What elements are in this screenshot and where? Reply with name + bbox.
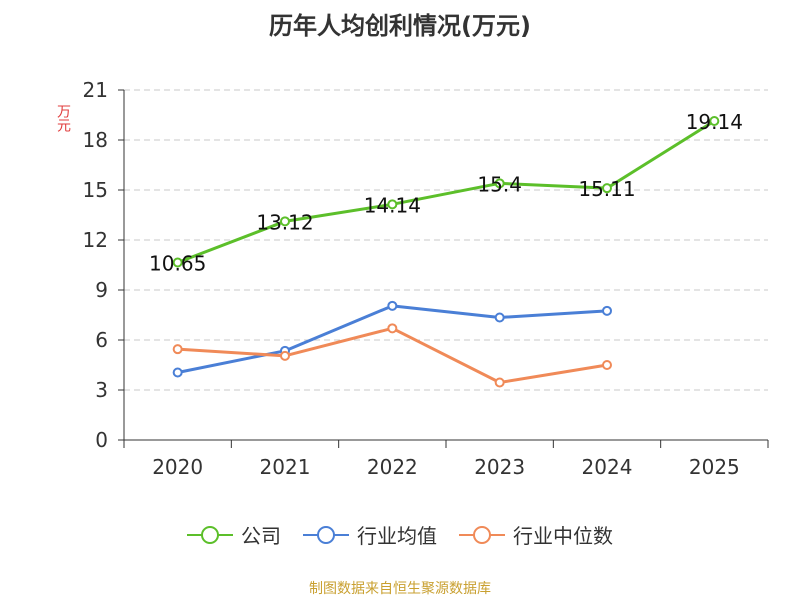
legend-label: 公司 [241,524,281,548]
y-tick-label: 21 [83,78,108,102]
legend-label: 行业均值 [357,524,437,548]
y-tick-label: 9 [95,278,108,302]
y-tick-label: 15 [83,178,108,202]
grid-lines [124,89,768,391]
data-point [280,216,290,227]
x-tick-label: 2021 [260,455,311,479]
legend-item-industry-median[interactable]: 行业中位数 [459,520,613,549]
y-tick-label: 18 [83,128,108,152]
x-tick-label: 2024 [582,455,633,479]
data-label: 15.4 [477,172,522,196]
series-lines [172,116,720,388]
data-point [172,257,183,268]
data-point [172,367,183,378]
legend-label: 行业中位数 [513,524,613,548]
y-tick-label: 12 [83,228,108,252]
data-labels: 10.65 13.12 14.14 15.4 15.11 19.14 [149,110,743,276]
series-line-1 [177,304,608,374]
legend-item-company[interactable]: 公司 [187,520,281,549]
data-point [494,312,505,323]
y-axis-label: 万元 [55,104,71,132]
y-tick-label: 6 [95,328,108,352]
data-point [602,183,612,194]
x-tick-label: 2022 [367,455,418,479]
data-point [387,323,398,334]
legend-item-industry-average[interactable]: 行业均值 [303,520,437,549]
x-tick-label: 2023 [474,455,525,479]
data-label: 13.12 [256,210,313,234]
series-line-2 [177,326,608,384]
data-point [172,344,183,355]
legend: 公司 行业均值 行业中位数 [0,520,800,549]
y-tick-label: 3 [95,378,108,402]
y-tick-label: 0 [95,428,108,452]
data-point [709,116,720,126]
data-point [387,199,398,210]
data-point [494,377,505,388]
legend-marker-icon [303,525,349,544]
x-tick-label: 2025 [689,455,740,479]
data-point [494,178,505,189]
legend-marker-icon [459,525,505,544]
data-point [280,350,290,361]
data-label: 14.14 [364,193,421,217]
series-line-0 [177,119,716,264]
data-label: 15.11 [578,177,635,201]
legend-marker-icon [187,525,233,544]
data-point [602,360,612,370]
chart-title: 历年人均创利情况(万元) [269,12,531,40]
data-point [387,300,398,311]
data-label: 10.65 [149,252,206,276]
source-footer: 制图数据来自恒生聚源数据库 [309,581,491,597]
data-label: 19.14 [686,110,743,134]
x-tick-label: 2020 [152,455,203,479]
data-point [602,305,612,316]
axes: 0 3 6 9 12 15 18 21 2020 2021 2022 2023 2024 2025 [83,78,769,479]
